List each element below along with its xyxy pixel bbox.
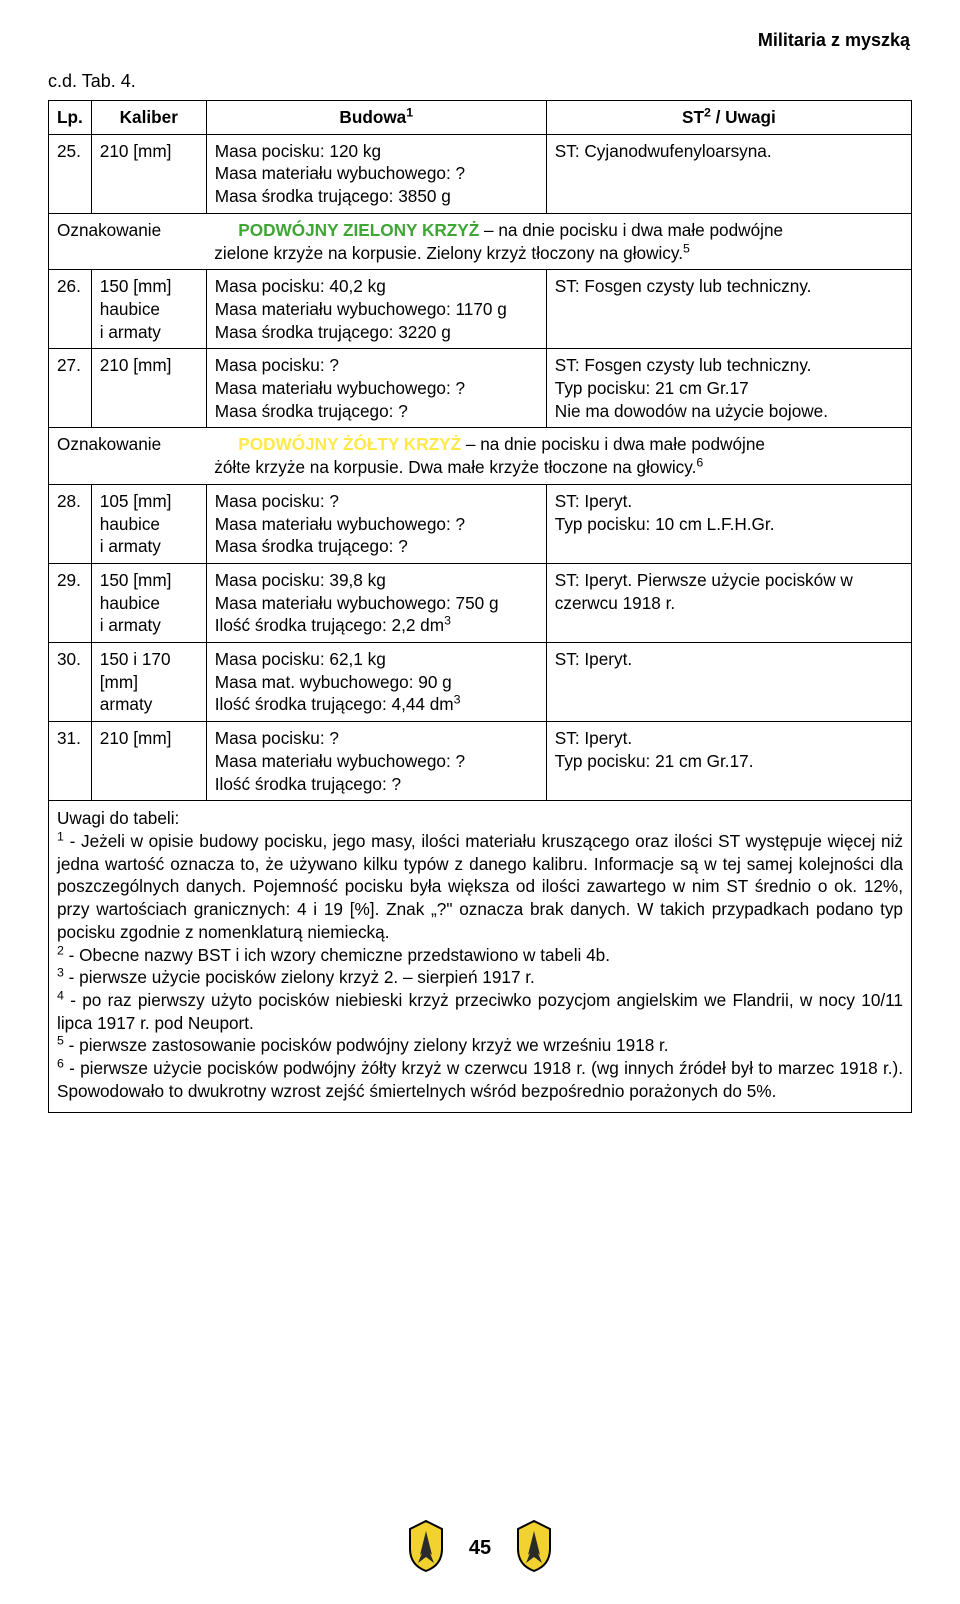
cell-budowa: Masa pocisku: 39,8 kgMasa materiału wybu… <box>206 563 546 642</box>
cell-uwagi: ST: Cyjanodwufenyloarsyna. <box>546 134 911 213</box>
uwagi-pre: ST <box>682 107 704 127</box>
table-row: 27. 210 [mm] Masa pocisku: ?Masa materia… <box>49 349 912 428</box>
marking-highlight-green: PODWÓJNY ZIELONY KRZYŻ <box>238 220 479 240</box>
notes-heading: Uwagi do tabeli: <box>57 808 179 828</box>
shield-badge-icon <box>406 1519 446 1578</box>
table-row: 25. 210 [mm] Masa pocisku: 120 kgMasa ma… <box>49 134 912 213</box>
marking-rest1: – na dnie pocisku i dwa małe podwójne <box>479 220 783 240</box>
table-notes-row: Uwagi do tabeli: 1 - Jeżeli w opisie bud… <box>49 801 912 1113</box>
section-title: Militaria z myszką <box>48 30 912 51</box>
cell-kaliber: 105 [mm]haubicei armaty <box>91 484 206 563</box>
cell-kaliber: 210 [mm] <box>91 722 206 801</box>
budowa-sup: 3 <box>444 614 451 628</box>
cell-uwagi: ST: Iperyt.Typ pocisku: 21 cm Gr.17. <box>546 722 911 801</box>
cell-uwagi: ST: Iperyt. <box>546 643 911 722</box>
table-notes: Uwagi do tabeli: 1 - Jeżeli w opisie bud… <box>57 807 903 1102</box>
marking-rest1: – na dnie pocisku i dwa małe podwójne <box>461 434 765 454</box>
n3: - pierwsze użycie pocisków zielony krzyż… <box>64 967 535 987</box>
marking-row-yellow: Oznakowanie PODWÓJNY ŻÓŁTY KRZYŻ – na dn… <box>49 428 912 484</box>
cell-budowa: Masa pocisku: ?Masa materiału wybuchoweg… <box>206 722 546 801</box>
n6-sup: 6 <box>57 1056 64 1070</box>
cell-budowa: Masa pocisku: 120 kgMasa materiału wybuc… <box>206 134 546 213</box>
n5-sup: 5 <box>57 1034 64 1048</box>
marking-sup: 5 <box>683 241 690 255</box>
cell-uwagi: ST: Fosgen czysty lub techniczny. <box>546 270 911 349</box>
marking-rest2: zielone krzyże na korpusie. Zielony krzy… <box>214 243 683 263</box>
col-lp-header: Lp. <box>49 101 92 135</box>
n2-sup: 2 <box>57 943 64 957</box>
cell-kaliber: 210 [mm] <box>91 349 206 428</box>
table-row: 29. 150 [mm]haubicei armaty Masa pocisku… <box>49 563 912 642</box>
cell-kaliber: 150 [mm]haubicei armaty <box>91 563 206 642</box>
marking-highlight-yellow: PODWÓJNY ŻÓŁTY KRZYŻ <box>238 434 461 454</box>
table-header-row: Lp. Kaliber Budowa1 ST2 / Uwagi <box>49 101 912 135</box>
col-budowa-header: Budowa1 <box>206 101 546 135</box>
cell-lp: 27. <box>49 349 92 428</box>
cell-kaliber: 150 [mm]haubicei armaty <box>91 270 206 349</box>
marking-text: PODWÓJNY ZIELONY KRZYŻ – na dnie pocisku… <box>206 213 911 269</box>
data-table: Lp. Kaliber Budowa1 ST2 / Uwagi 25. 210 … <box>48 100 912 1113</box>
cell-budowa: Masa pocisku: ?Masa materiału wybuchoweg… <box>206 484 546 563</box>
table-row: 31. 210 [mm] Masa pocisku: ?Masa materia… <box>49 722 912 801</box>
cell-budowa: Masa pocisku: 62,1 kgMasa mat. wybuchowe… <box>206 643 546 722</box>
marking-text: PODWÓJNY ŻÓŁTY KRZYŻ – na dnie pocisku i… <box>206 428 911 484</box>
table-row: 28. 105 [mm]haubicei armaty Masa pocisku… <box>49 484 912 563</box>
marking-sup: 6 <box>696 455 703 469</box>
shield-badge-icon <box>514 1519 554 1578</box>
n2: - Obecne nazwy BST i ich wzory chemiczne… <box>64 945 610 965</box>
budowa-sup: 3 <box>454 693 461 707</box>
table-row: 26. 150 [mm]haubicei armaty Masa pocisku… <box>49 270 912 349</box>
cell-lp: 28. <box>49 484 92 563</box>
cell-budowa: Masa pocisku: 40,2 kgMasa materiału wybu… <box>206 270 546 349</box>
cell-lp: 25. <box>49 134 92 213</box>
marking-row-green: Oznakowanie PODWÓJNY ZIELONY KRZYŻ – na … <box>49 213 912 269</box>
marking-label: Oznakowanie <box>49 213 207 269</box>
budowa-text: Masa pocisku: 39,8 kgMasa materiału wybu… <box>215 570 499 635</box>
cell-lp: 26. <box>49 270 92 349</box>
cell-kaliber: 150 i 170[mm]armaty <box>91 643 206 722</box>
n6: - pierwsze użycie pocisków podwójny żółt… <box>57 1058 903 1101</box>
cell-lp: 31. <box>49 722 92 801</box>
n3-sup: 3 <box>57 965 64 979</box>
col-uwagi-header: ST2 / Uwagi <box>546 101 911 135</box>
uwagi-post: / Uwagi <box>711 107 776 127</box>
table-continuation: c.d. Tab. 4. <box>48 71 912 92</box>
n4: - po raz pierwszy użyto pocisków niebies… <box>57 990 903 1033</box>
budowa-label: Budowa <box>339 107 406 127</box>
n1-sup: 1 <box>57 829 64 843</box>
page-footer: 45 <box>0 1519 960 1578</box>
uwagi-sup: 2 <box>704 105 711 119</box>
cell-lp: 30. <box>49 643 92 722</box>
cell-uwagi: ST: Iperyt.Typ pocisku: 10 cm L.F.H.Gr. <box>546 484 911 563</box>
marking-label: Oznakowanie <box>49 428 207 484</box>
n4-sup: 4 <box>57 988 64 1002</box>
cell-budowa: Masa pocisku: ?Masa materiału wybuchoweg… <box>206 349 546 428</box>
n5: - pierwsze zastosowanie pocisków podwójn… <box>64 1035 669 1055</box>
cell-lp: 29. <box>49 563 92 642</box>
marking-rest2: żółte krzyże na korpusie. Dwa małe krzyż… <box>214 457 696 477</box>
col-kaliber-header: Kaliber <box>91 101 206 135</box>
n1: - Jeżeli w opisie budowy pocisku, jego m… <box>57 831 903 942</box>
table-row: 30. 150 i 170[mm]armaty Masa pocisku: 62… <box>49 643 912 722</box>
budowa-text: Masa pocisku: 62,1 kgMasa mat. wybuchowe… <box>215 649 454 714</box>
cell-uwagi: ST: Iperyt. Pierwsze użycie pocisków w c… <box>546 563 911 642</box>
cell-uwagi: ST: Fosgen czysty lub techniczny.Typ poc… <box>546 349 911 428</box>
budowa-sup: 1 <box>406 105 413 119</box>
cell-kaliber: 210 [mm] <box>91 134 206 213</box>
page-number: 45 <box>469 1537 491 1560</box>
